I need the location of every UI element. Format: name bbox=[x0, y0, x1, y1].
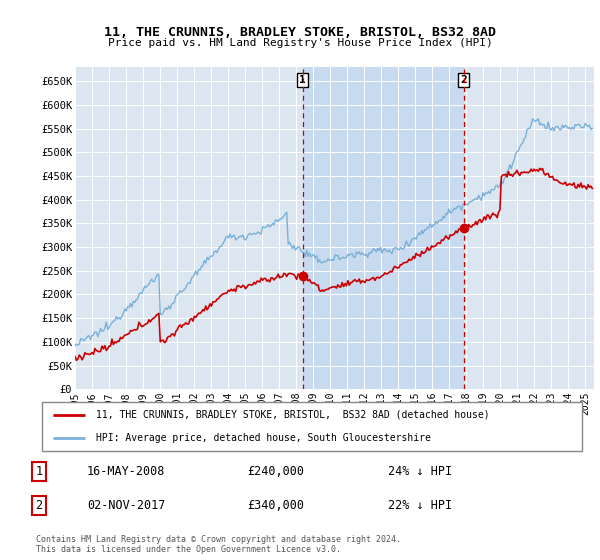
Text: £240,000: £240,000 bbox=[248, 465, 305, 478]
Text: 24% ↓ HPI: 24% ↓ HPI bbox=[388, 465, 452, 478]
Text: 2: 2 bbox=[460, 75, 467, 85]
Text: 02-NOV-2017: 02-NOV-2017 bbox=[87, 499, 165, 512]
Text: 2: 2 bbox=[35, 499, 43, 512]
Text: £340,000: £340,000 bbox=[248, 499, 305, 512]
Text: 1: 1 bbox=[35, 465, 43, 478]
Text: 11, THE CRUNNIS, BRADLEY STOKE, BRISTOL, BS32 8AD: 11, THE CRUNNIS, BRADLEY STOKE, BRISTOL,… bbox=[104, 26, 496, 39]
Text: HPI: Average price, detached house, South Gloucestershire: HPI: Average price, detached house, Sout… bbox=[96, 433, 431, 444]
FancyBboxPatch shape bbox=[42, 402, 582, 451]
Text: 16-MAY-2008: 16-MAY-2008 bbox=[87, 465, 165, 478]
Text: 1: 1 bbox=[299, 75, 306, 85]
Bar bbox=[302, 67, 464, 389]
Text: 22% ↓ HPI: 22% ↓ HPI bbox=[388, 499, 452, 512]
Text: Price paid vs. HM Land Registry's House Price Index (HPI): Price paid vs. HM Land Registry's House … bbox=[107, 38, 493, 48]
Text: Contains HM Land Registry data © Crown copyright and database right 2024.
This d: Contains HM Land Registry data © Crown c… bbox=[36, 535, 401, 554]
Text: 11, THE CRUNNIS, BRADLEY STOKE, BRISTOL,  BS32 8AD (detached house): 11, THE CRUNNIS, BRADLEY STOKE, BRISTOL,… bbox=[96, 410, 490, 420]
